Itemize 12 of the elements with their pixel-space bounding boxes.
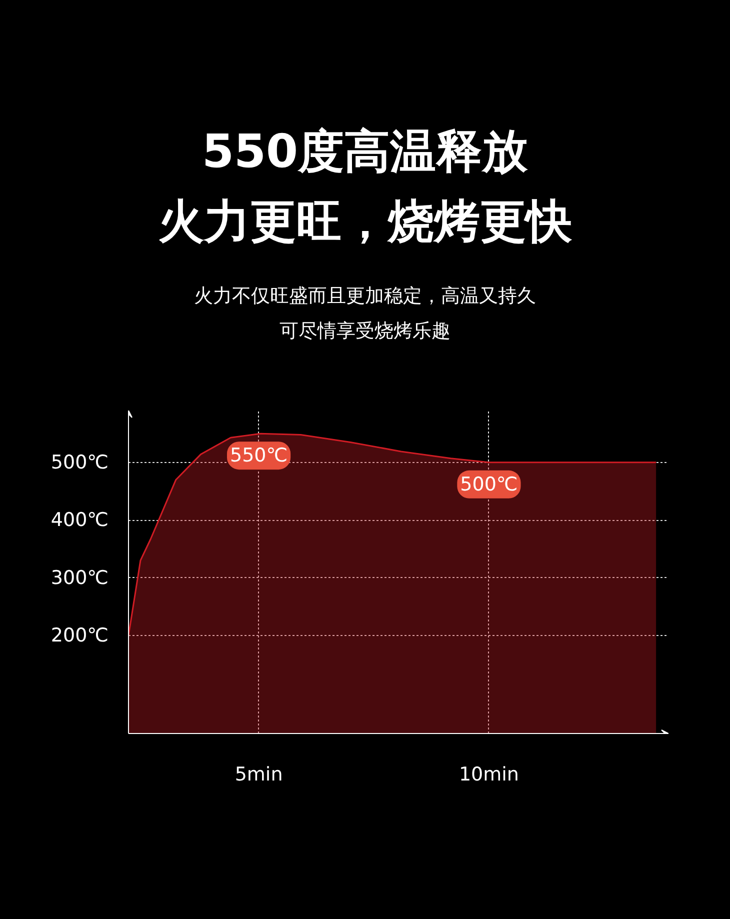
text: 可尽情享受烧烤乐趣 bbox=[280, 318, 450, 344]
x-tick-label: 5min bbox=[234, 764, 283, 786]
chart-subtitle: 火力更旺，烧烤更快 bbox=[158, 193, 572, 250]
chart-title: 550度高温释放 bbox=[202, 123, 528, 180]
text: 火力不仅旺盛而且更加稳定，高温又持久 bbox=[194, 284, 536, 309]
annotation: 550℃ bbox=[230, 444, 288, 467]
x-tick-label: 10min bbox=[458, 764, 519, 786]
y-tick-label: 200℃ bbox=[50, 624, 109, 646]
y-tick-label: 400℃ bbox=[50, 509, 109, 532]
annotation: 500℃ bbox=[460, 473, 518, 496]
y-tick-label: 300℃ bbox=[50, 566, 109, 589]
y-tick-label: 500℃ bbox=[50, 451, 109, 474]
